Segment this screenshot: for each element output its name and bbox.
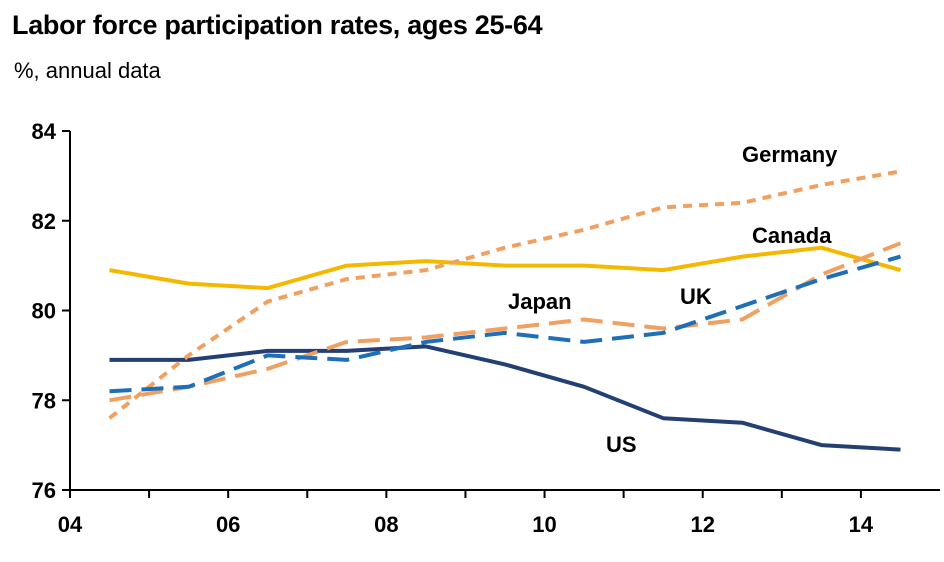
x-tick-label: 06 [216, 512, 240, 537]
series-line-germany [108, 169, 901, 420]
x-tick-label: 10 [532, 512, 556, 537]
series-label-germany: Germany [742, 142, 838, 167]
y-tick-label: 80 [32, 299, 56, 324]
series-label-uk: UK [680, 284, 712, 309]
x-tick-label: 04 [58, 512, 83, 537]
series-label-japan: Japan [508, 289, 572, 314]
y-tick-label: 84 [32, 119, 57, 144]
series-label-canada: Canada [752, 223, 832, 248]
y-tick-label: 76 [32, 478, 56, 503]
x-tick-label: 14 [849, 512, 874, 537]
series-line-uk [109, 254, 902, 394]
series-line-us [109, 344, 901, 452]
y-tick-label: 78 [32, 388, 56, 413]
series-label-us: US [606, 432, 637, 457]
series-line-canada [109, 245, 902, 291]
chart-title: Labor force participation rates, ages 25… [12, 10, 543, 40]
y-tick-label: 82 [32, 209, 56, 234]
x-tick-label: 12 [690, 512, 714, 537]
chart-subtitle: %, annual data [14, 58, 161, 83]
series-line-japan [109, 241, 902, 403]
x-tick-label: 08 [374, 512, 398, 537]
